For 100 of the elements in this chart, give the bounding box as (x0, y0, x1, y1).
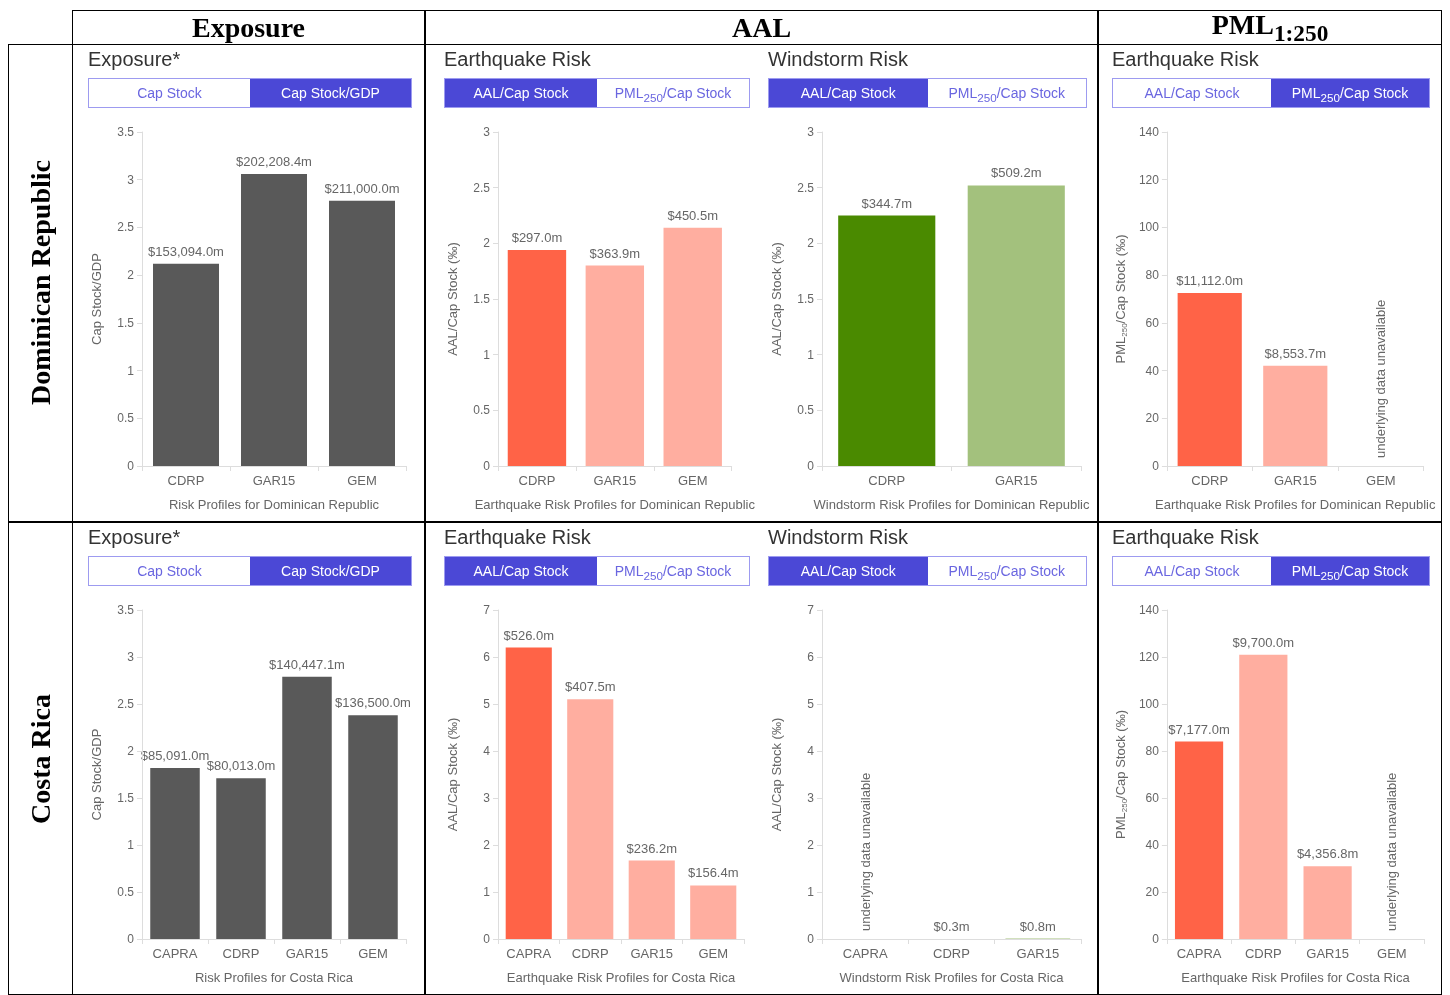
x-tick-label: CDRP (1191, 473, 1229, 488)
y-tick-label: 2.5 (117, 697, 135, 711)
bar (585, 265, 645, 466)
text: AAL/Cap Stock (769, 79, 928, 107)
y-axis-title: AAL/Cap Stock (‰) (444, 717, 460, 832)
x-tick-label: CDRP (1244, 946, 1282, 961)
bar (216, 778, 266, 939)
bar (1239, 654, 1288, 939)
x-tick-label: GAR15 (285, 946, 329, 961)
y-tick-label: 0 (1152, 459, 1160, 473)
bar (150, 767, 200, 939)
x-tick-label: CAPRA (1176, 946, 1222, 961)
y-tick-label: 100 (1138, 220, 1160, 235)
y-tick-label: 0 (483, 932, 491, 946)
bar (1174, 741, 1224, 939)
bar (329, 200, 395, 466)
annotation: $211,000.0m (324, 180, 400, 196)
x-tick-label: CDRP (222, 946, 260, 961)
y-tick-label: 0 (807, 459, 815, 473)
y-tick-label: 1.5 (117, 315, 135, 330)
annotation: underlying data unavailable (1384, 772, 1400, 931)
y-tick-label: 1 (483, 885, 491, 899)
x-tick-label: GEM (347, 473, 377, 488)
x-tick-label: GEM (358, 946, 388, 961)
x-tick-label: CAPRA (152, 946, 198, 961)
annotation: $450.5m (667, 207, 719, 223)
y-tick-label: 3 (127, 172, 135, 187)
text: Cap Stock (89, 557, 250, 585)
y-tick-label: 2.5 (797, 180, 815, 195)
y-tick-label: 140 (1138, 603, 1160, 617)
bar (282, 676, 332, 939)
annotation: $297.0m (511, 230, 563, 246)
annotation: $344.7m (861, 195, 913, 211)
text: AAL/Cap Stock (769, 557, 928, 585)
x-tick-label: CDRP (518, 473, 556, 488)
y-tick-label: 140 (1138, 125, 1160, 139)
text: PML$_{250}$/Cap Stock (927, 557, 1086, 585)
y-tick-label: 1.5 (473, 292, 491, 306)
y-tick-label: 40 (1145, 838, 1160, 852)
y-tick-label: 3.5 (117, 603, 135, 617)
text: AAL/Cap Stock (445, 79, 597, 107)
y-tick-label: 4 (483, 744, 491, 758)
x-tick-label: GAR15 (630, 946, 674, 961)
annotation: $140,447.1m (269, 656, 345, 672)
annotation: $8,553.7m (1264, 345, 1327, 361)
text: PML$_{250}$/Cap Stock (597, 557, 749, 585)
y-tick-label: 1.5 (117, 791, 135, 805)
y-axis-title: AAL/Cap Stock (‰) (768, 717, 784, 832)
x-tick-label: GAR15 (1273, 473, 1317, 488)
y-axis-title: AAL/Cap Stock (‰) (444, 242, 460, 356)
y-tick-label: 1.5 (797, 292, 815, 306)
x-tick-label: GAR15 (1016, 946, 1060, 961)
y-tick-label: 5 (483, 697, 491, 711)
y-tick-label: 2 (483, 236, 491, 251)
y-tick-label: 5 (807, 697, 815, 711)
y-tick-label: 4 (807, 744, 815, 758)
text: Dominican Republic (24, 160, 57, 406)
bar (628, 860, 675, 939)
x-axis-title: Risk Profiles for Dominican Republic (168, 497, 380, 512)
x-tick-label: GEM (1377, 946, 1407, 961)
annotation: $0.3m (933, 919, 970, 934)
y-tick-label: 80 (1145, 744, 1160, 758)
text: AAL (731, 11, 792, 44)
chart-title: Earthquake Risk (443, 525, 592, 550)
text: PML$_{1:250}$ (1211, 8, 1329, 47)
bar (153, 263, 219, 466)
annotation: $153,094.0m (148, 243, 224, 259)
y-tick-label: 7 (807, 603, 815, 617)
annotation: underlying data unavailable (857, 772, 873, 931)
y-tick-label: 1 (127, 363, 135, 378)
x-tick-label: GAR15 (252, 473, 296, 488)
y-tick-label: 60 (1145, 791, 1160, 805)
text: AAL/Cap Stock (445, 557, 597, 585)
annotation: $156.4m (687, 865, 739, 881)
y-tick-label: 2 (127, 268, 135, 283)
y-tick-label: 0.5 (473, 403, 491, 418)
y-tick-label: 3 (483, 125, 491, 139)
y-tick-label: 0 (1152, 932, 1160, 946)
text: PML$_{250}$/Cap Stock (1271, 557, 1429, 585)
chart-title: Earthquake Risk (443, 47, 592, 72)
text: PML$_{250}$/Cap Stock (1271, 79, 1429, 107)
x-tick-label: CDRP (933, 946, 970, 961)
y-tick-label: 0.5 (797, 403, 815, 418)
annotation: $363.9m (589, 245, 641, 261)
text: Exposure (191, 11, 306, 44)
x-axis-title: Earthquake Risk Profiles for Costa Rica (1181, 970, 1411, 985)
text: AAL/Cap Stock (1113, 79, 1271, 107)
y-tick-label: 0.5 (117, 885, 135, 899)
annotation: $11,112.0m (1176, 273, 1244, 289)
chart-title: Earthquake Risk (1111, 47, 1260, 72)
annotation: $526.0m (503, 627, 555, 643)
y-tick-label: 40 (1145, 363, 1160, 378)
y-tick-label: 0 (807, 932, 815, 946)
y-tick-label: 2 (807, 838, 815, 852)
text: AAL/Cap Stock (1113, 557, 1271, 585)
x-tick-label: CAPRA (506, 946, 552, 961)
bar (663, 227, 722, 466)
y-tick-label: 1 (127, 838, 135, 852)
y-tick-label: 2 (807, 236, 815, 251)
x-axis-title: Risk Profiles for Costa Rica (194, 970, 354, 985)
